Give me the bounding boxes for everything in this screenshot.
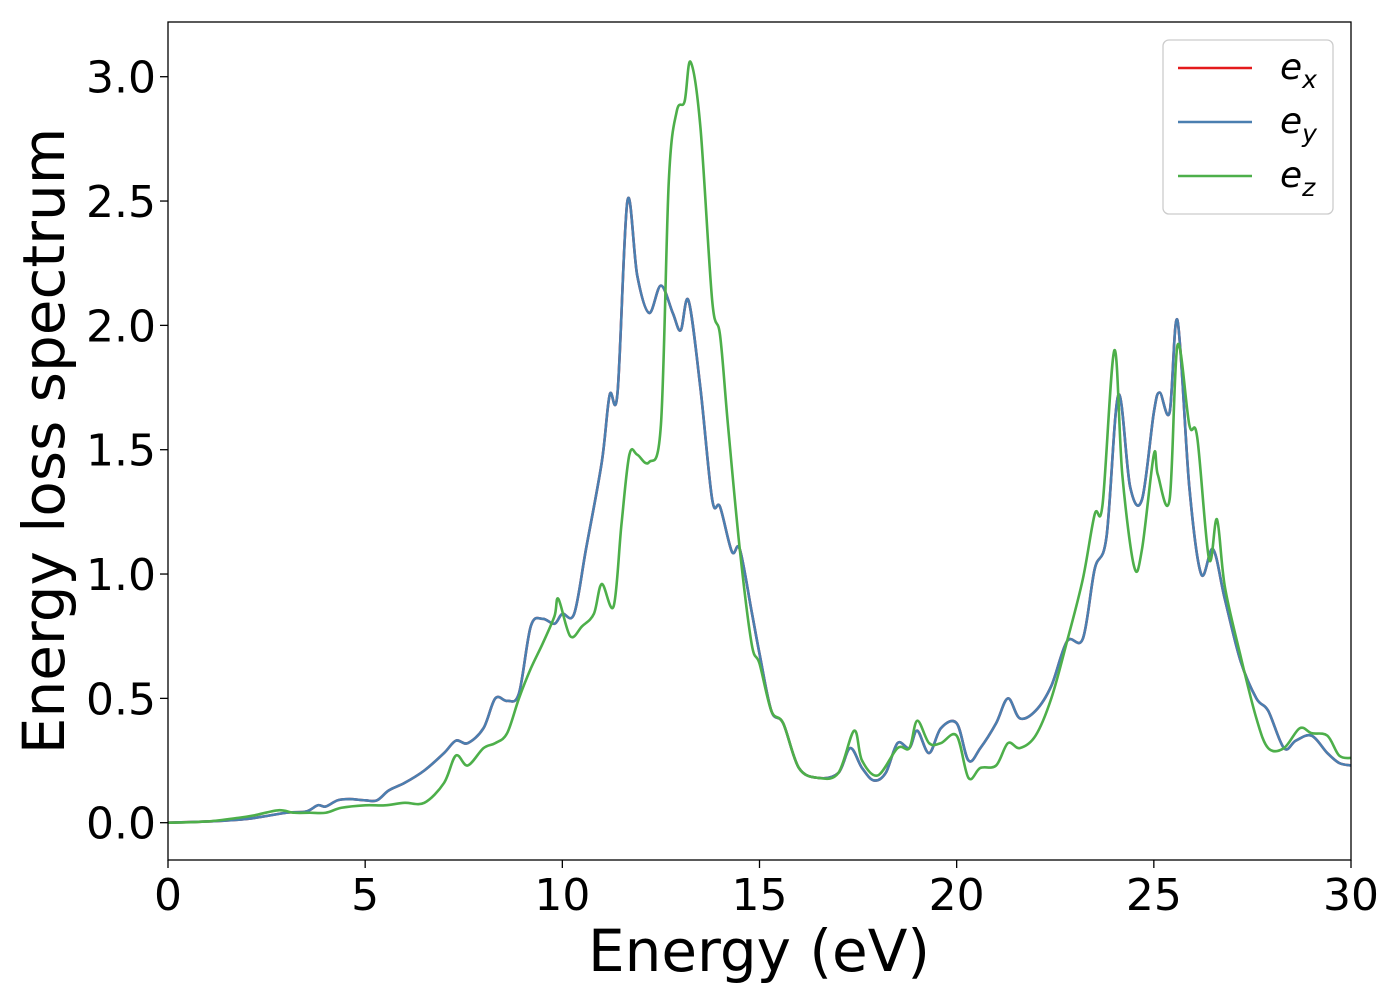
y-axis: 0.0 0.5 1.0 1.5 2.0 2.5 3.0 — [86, 53, 168, 850]
y-tick-label: 2.5 — [86, 177, 156, 228]
y-tick-label: 0.0 — [86, 799, 156, 850]
x-tick-label: 20 — [929, 870, 985, 921]
x-tick-label: 10 — [534, 870, 590, 921]
series-line-ez — [168, 60, 1351, 824]
legend-box — [1162, 39, 1334, 215]
series-line-ey — [168, 196, 1351, 824]
legend-label-ex: ex — [1280, 47, 1317, 94]
y-tick-label: 2.0 — [86, 301, 156, 352]
legend-label-ez: ez — [1280, 155, 1316, 202]
y-tick-label: 1.0 — [86, 550, 156, 601]
x-axis: 0 5 10 15 20 25 30 — [154, 860, 1379, 921]
x-tick-label: 25 — [1126, 870, 1182, 921]
x-tick-label: 0 — [154, 870, 182, 921]
series-line-ex — [168, 196, 1351, 824]
y-tick-label: 0.5 — [86, 674, 156, 725]
x-tick-label: 15 — [732, 870, 788, 921]
y-tick-label: 1.5 — [86, 426, 156, 477]
legend-label-ey: ey — [1280, 101, 1318, 148]
x-tick-label: 30 — [1323, 870, 1379, 921]
x-axis-label: Energy (eV) — [588, 917, 930, 985]
y-axis-label: Energy loss spectrum — [10, 128, 78, 754]
y-tick-label: 3.0 — [86, 53, 156, 104]
series-lines — [168, 60, 1351, 824]
x-tick-label: 5 — [351, 870, 379, 921]
legend: ex ey ez — [1162, 39, 1334, 215]
